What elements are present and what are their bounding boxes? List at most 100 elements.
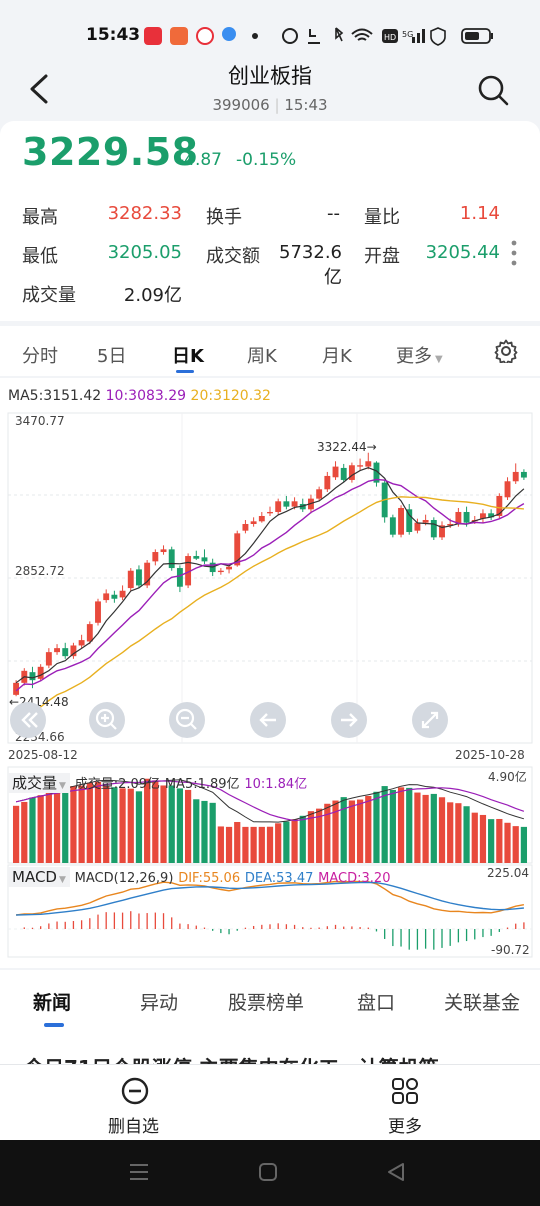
search-button[interactable] [476,73,510,107]
volume-bar [242,826,249,863]
volume-bar [45,791,52,863]
tab-related-funds[interactable]: 关联基金 [444,992,521,1014]
svg-text:HD: HD [384,33,396,42]
macd-indicator-label: MACD [12,868,57,886]
zoom-out-button[interactable] [169,702,205,738]
candle-body [348,465,355,480]
price-change: -4.87 [178,150,222,170]
candle-body [365,461,372,467]
volume-bar [406,787,413,863]
y-axis-top-label: 3470.77 [15,414,65,428]
chevron-down-icon: ▼ [435,354,443,365]
volume-max-label: 4.90亿 [488,770,527,784]
more-grid-icon[interactable] [390,1076,420,1106]
volume-bar [283,821,290,863]
volume-bar [520,826,528,863]
volume-bar [70,786,77,863]
tab-more-label: 更多 [396,346,432,367]
volume-label: 成交量 [22,285,76,306]
volume-bar [324,803,331,863]
tab-intraday[interactable]: 分时 [22,346,58,367]
arrow-right-button[interactable] [331,702,367,738]
volume-indicator-label: 成交量 [12,774,58,792]
back-button[interactable] [24,72,54,106]
volume-bar [168,785,175,863]
tab-stock-rankings[interactable]: 股票榜单 [228,992,305,1014]
tab-monthly-k[interactable]: 月K [322,346,352,367]
page-subtitle: 399006 | 15:43 [212,96,328,114]
candle-body [283,501,290,507]
volume-bar [217,826,224,863]
tab-order-book[interactable]: 盘口 [357,992,396,1014]
arrow-left-button[interactable] [250,702,286,738]
gear-icon[interactable] [494,339,518,363]
volume-bar [103,785,110,863]
kline-tab-bar [0,326,540,376]
candle-body [316,489,323,499]
scroll-left-fast-button[interactable] [10,702,46,738]
candle-body [463,511,470,523]
volume-bar [488,819,495,863]
tab-5day[interactable]: 5日 [97,346,127,367]
candlestick-series [13,452,527,697]
candle-body [398,507,404,535]
fullscreen-button[interactable] [412,702,448,738]
volume-bar [127,788,134,863]
chevron-down-icon: ▼ [59,781,66,791]
volume-bar [447,802,454,863]
status-time: 15:43 [86,25,141,45]
candle-body [127,570,134,589]
kline-chart-panel[interactable] [0,378,540,968]
low-value: 3205.05 [107,242,182,263]
candle-body [217,570,224,573]
candle-body [201,557,208,562]
tab-news[interactable]: 新闻 [33,992,72,1014]
ma20-line [15,496,524,721]
news-tab-indicator [44,1023,64,1027]
news-headline: 今日71只个股涨停 主要集中在化工、计算机等 [24,1052,439,1066]
remove-watchlist-button[interactable]: 删自选 [108,1117,159,1137]
candle-body [267,511,273,514]
news-list-item[interactable]: 今日71只个股涨停 主要集中在化工、计算机等 [0,1032,540,1066]
macd-indicator-select[interactable]: MACD ▼ [8,867,70,887]
macd-value: MACD:3.20 [318,871,391,886]
volume-indicator-select[interactable]: 成交量 ▼ [8,773,70,793]
tab-daily-k[interactable]: 日K [172,346,204,367]
tab-movement[interactable]: 异动 [140,992,179,1014]
candle-body [54,648,60,653]
music-app-icon [144,27,162,45]
candle-body [226,566,232,570]
volume-ma10-line [15,780,525,822]
candle-body [86,624,93,642]
macd-top-label: 225.04 [487,866,529,880]
volume-bar [455,803,462,863]
dif-line [16,880,525,916]
volume-bar [438,797,446,863]
candle-body [422,519,429,523]
turnover-label: 换手 [206,207,242,228]
menu-nav-icon[interactable] [128,1162,150,1182]
zoom-in-button[interactable] [89,702,125,738]
candle-body [430,519,437,538]
volume-bar [29,797,36,863]
more-quote-button[interactable] [510,240,518,266]
more-button[interactable]: 更多 [388,1117,422,1137]
candle-body [111,594,118,599]
last-price: 3229.58 [22,130,199,174]
home-nav-icon[interactable] [258,1162,278,1182]
volume-bar [512,826,519,863]
candle-body [29,672,36,681]
more-notifications-icon [252,33,258,39]
candle-body [95,601,101,623]
volume-bar [381,786,388,863]
remove-watchlist-icon[interactable] [120,1076,150,1106]
open-value: 3205.44 [425,242,500,263]
volume-bar [430,793,437,863]
back-nav-icon[interactable] [386,1162,406,1182]
volume-bar [299,815,306,863]
tab-more[interactable]: 更多 ▼ [396,342,443,368]
tab-weekly-k[interactable]: 周K [247,346,277,367]
candle-body [144,562,151,586]
volume-bar [463,806,470,863]
system-status-icons: HD 5G [282,27,493,46]
